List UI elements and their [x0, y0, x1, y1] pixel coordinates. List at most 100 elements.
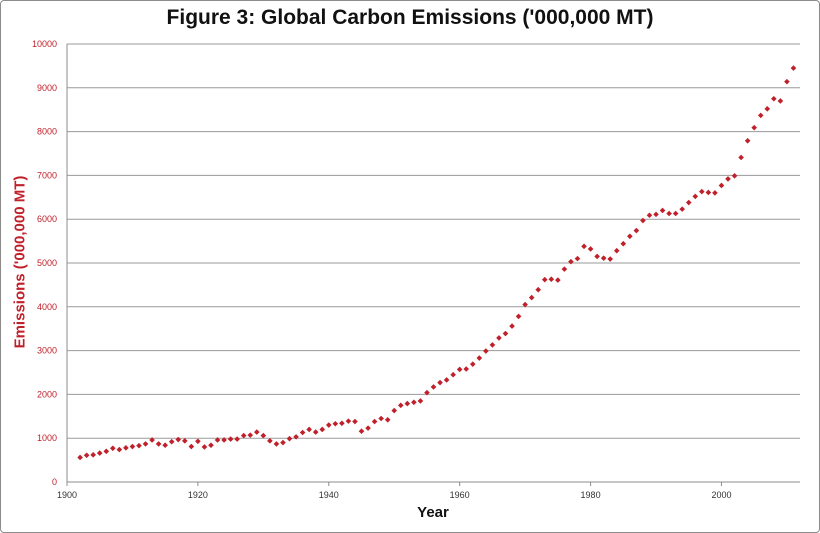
data-point	[692, 193, 699, 200]
gridlines	[67, 43, 800, 439]
data-point	[214, 437, 221, 443]
data-point	[404, 400, 411, 407]
data-point	[437, 379, 443, 386]
data-point	[175, 436, 182, 443]
data-point	[515, 313, 522, 320]
data-point	[221, 437, 227, 443]
x-axis-label: Year	[417, 504, 449, 521]
data-point	[201, 444, 208, 450]
data-points	[77, 65, 797, 461]
data-point	[280, 439, 286, 446]
data-point	[293, 434, 299, 440]
data-point	[188, 443, 195, 450]
data-point	[358, 428, 365, 434]
data-point	[764, 106, 771, 112]
data-point	[712, 190, 718, 196]
data-point	[751, 124, 757, 131]
data-point	[679, 206, 685, 212]
data-point	[443, 377, 450, 383]
data-point	[319, 426, 326, 433]
data-point	[123, 445, 129, 451]
data-point	[247, 432, 254, 438]
data-point	[738, 154, 744, 161]
data-point	[541, 276, 548, 283]
data-point	[594, 253, 600, 260]
data-point	[267, 438, 273, 444]
data-point	[83, 452, 90, 459]
y-tick-label: 2000	[37, 389, 57, 399]
data-point	[771, 95, 777, 102]
data-point	[640, 217, 646, 224]
data-point	[378, 415, 384, 422]
axes	[66, 44, 800, 486]
data-point	[325, 422, 332, 428]
data-point	[332, 420, 339, 427]
data-point	[456, 366, 463, 373]
data-point	[234, 436, 240, 442]
data-point	[555, 277, 561, 283]
data-point	[587, 246, 594, 252]
data-point	[352, 418, 358, 425]
data-point	[299, 429, 306, 436]
data-point	[685, 199, 692, 206]
data-point	[718, 182, 725, 189]
x-tick-label: 1980	[581, 490, 601, 500]
data-point	[522, 301, 528, 308]
data-point	[790, 65, 797, 71]
data-point	[273, 441, 280, 447]
data-point	[90, 452, 96, 458]
data-point	[240, 432, 247, 439]
data-point	[672, 210, 679, 217]
data-point	[149, 437, 155, 443]
x-tick-labels: 1900 1920 1940 1960 1980 2000	[57, 490, 731, 500]
data-point	[129, 443, 136, 450]
data-point	[430, 384, 437, 390]
data-point	[509, 323, 515, 329]
data-point	[227, 436, 234, 442]
data-point	[195, 438, 201, 445]
data-point	[424, 389, 430, 396]
data-point	[483, 348, 489, 354]
data-point	[103, 448, 110, 455]
data-point	[450, 371, 456, 378]
data-point	[699, 188, 705, 195]
data-point	[417, 398, 424, 404]
data-point	[581, 243, 587, 250]
y-tick-label: 1000	[37, 433, 57, 443]
data-point	[613, 247, 620, 254]
data-point	[757, 112, 764, 119]
data-point	[397, 402, 404, 409]
data-point	[646, 212, 653, 219]
data-point	[142, 441, 149, 447]
y-tick-label: 6000	[37, 214, 57, 224]
data-point	[574, 255, 581, 262]
y-tick-label: 5000	[37, 258, 57, 268]
data-point	[208, 442, 214, 449]
y-tick-label: 9000	[37, 83, 57, 93]
data-point	[253, 429, 260, 435]
data-point	[96, 450, 103, 456]
x-tick-label: 2000	[711, 490, 731, 500]
data-point	[725, 176, 731, 182]
data-point	[653, 211, 659, 218]
data-point	[731, 173, 738, 179]
data-point	[633, 227, 640, 234]
data-point	[182, 438, 188, 444]
data-point	[627, 233, 633, 240]
data-point	[469, 361, 476, 367]
x-tick-label: 1900	[57, 490, 77, 500]
data-point	[777, 98, 784, 104]
data-point	[162, 442, 168, 449]
data-point	[600, 255, 607, 261]
data-point	[155, 441, 162, 447]
data-point	[744, 137, 751, 144]
data-point	[607, 256, 614, 262]
data-point	[306, 426, 312, 433]
data-point	[77, 454, 83, 461]
y-tick-label: 10000	[32, 39, 57, 49]
y-tick-label: 7000	[37, 170, 57, 180]
y-tick-label: 0	[52, 477, 57, 487]
data-point	[528, 294, 535, 301]
